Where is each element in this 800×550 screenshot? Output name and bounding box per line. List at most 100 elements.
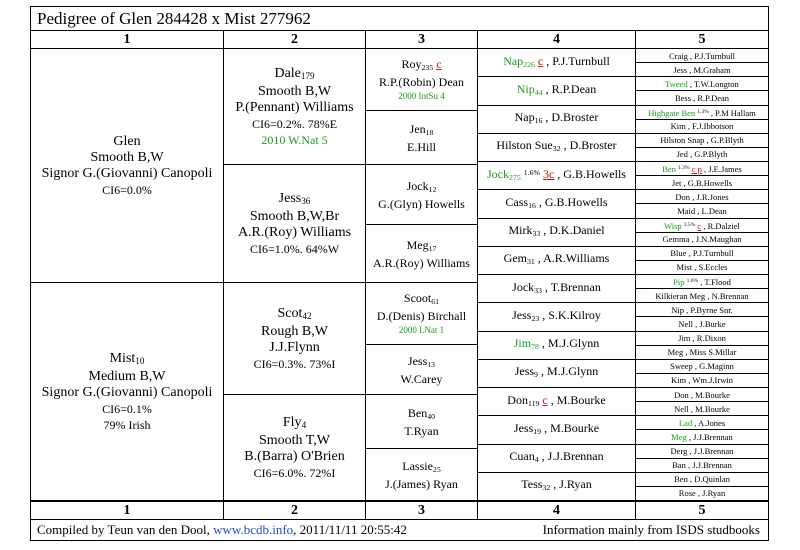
dog-sub: 13 xyxy=(427,359,436,369)
dog-name: Nell xyxy=(674,403,689,414)
dog-owner: G.(Glyn) Howells xyxy=(378,196,465,211)
dog-sub: 78 xyxy=(531,342,539,352)
gen4-entry: Mirk33 , D.K.Daniel xyxy=(478,218,636,247)
gen5-entry: Ban , J.J.Brennan xyxy=(636,459,768,473)
dog-owner: Signor G.(Giovanni) Canopoli xyxy=(41,165,213,181)
gen4-entry: Don119 c , M.Bourke xyxy=(478,388,636,417)
dog-name: Ben xyxy=(407,405,428,420)
gen4-entry: Jock275 1.6% 3c , G.B.Howells xyxy=(478,162,636,191)
gen5-entry: Pip 1.6% , T.Flood xyxy=(636,275,768,290)
gen4-entry: Jim78 , M.J.Glynn xyxy=(478,331,636,360)
page-title: Pedigree of Glen 284428 x Mist 277962 xyxy=(31,7,768,31)
dog-name: Kim xyxy=(670,121,686,132)
gen5-entry: Hilston Snap , G.P.Blyth xyxy=(636,134,768,148)
gen5-entry: Highgate Ben 1.3% , P.M Hallam xyxy=(636,106,768,120)
gen5-entry: Maid , L.Dean xyxy=(636,204,768,219)
dog-owner: , J.E.James xyxy=(703,164,742,175)
dog-owner: , J.Ryan xyxy=(553,477,592,492)
dog-owner: , N.Brennan xyxy=(707,290,749,301)
dog-owner: , J.J.Brennan xyxy=(541,449,604,464)
gen3-jen: Jen18 E.Hill xyxy=(366,111,478,165)
gen5-entry: Rose , J.Ryan xyxy=(636,487,768,501)
gen5-entry: Kim , Wm.J.Irwin xyxy=(636,374,768,388)
dog-name: Meg xyxy=(406,237,429,252)
dog-sub: 4 xyxy=(301,419,307,430)
dog-sub: 235 xyxy=(421,62,434,72)
dog-name: Maid xyxy=(677,205,696,216)
dog-name: Lad xyxy=(678,417,693,428)
dog-owner: , M.J.Glynn xyxy=(541,336,600,351)
dog-sub: 4 xyxy=(534,455,539,465)
gen4-entry: Jess9 , M.J.Glynn xyxy=(478,359,636,388)
dog-award: 2010 W.Nat 5 xyxy=(261,132,328,147)
dog-name: Jock xyxy=(512,279,535,294)
gen4-entry: Nap226 c , P.J.Turnbull xyxy=(478,49,636,78)
dog-name: Jess xyxy=(673,64,688,75)
mark-c: c p xyxy=(691,164,702,175)
dog-owner: , P.J.Turnbull xyxy=(546,53,610,68)
dog-name: Jess xyxy=(513,420,534,435)
gen4-entry: Gem31 , A.R.Williams xyxy=(478,246,636,275)
gen5-entry: Don , M.Bourke xyxy=(636,388,768,403)
gen5-entry: Jed , G.P.Blyth xyxy=(636,148,768,162)
col-footer-4: 4 xyxy=(478,501,636,519)
dog-owner: P.(Pennant) Williams xyxy=(235,99,354,115)
dog-name: Fly xyxy=(282,414,302,430)
dog-owner: , J.Burke xyxy=(695,318,726,329)
dog-name: Nap xyxy=(503,53,524,68)
dog-coat: Medium B,W xyxy=(88,368,166,384)
dog-owner: , S.Eccles xyxy=(694,262,728,273)
dog-owner: T.Ryan xyxy=(404,423,439,438)
dog-name: Jed xyxy=(676,149,688,160)
gen5-entry: Tweed , T.W.Longton xyxy=(636,77,768,92)
dog-name: Don xyxy=(675,191,691,202)
gen4-entry: Jock33 , T.Brennan xyxy=(478,275,636,304)
dog-name: Jock xyxy=(487,167,510,182)
dog-owner: , T.Flood xyxy=(700,277,731,288)
gen5-entry: Meg , J.J.Brennan xyxy=(636,430,768,445)
mark-c: c xyxy=(697,220,702,231)
dog-owner: , M.Bourke xyxy=(550,392,606,407)
dog-owner: , J.N.Maughan xyxy=(691,234,742,245)
dog-owner: , J.J.Brennan xyxy=(689,446,734,457)
dog-name: Pip xyxy=(673,277,685,288)
dog-owner: A.R.(Roy) Williams xyxy=(373,255,470,270)
dog-name: Hilston Snap xyxy=(660,135,705,146)
dog-owner: Signor G.(Giovanni) Canopoli xyxy=(41,384,213,400)
dog-name: Nap xyxy=(514,110,535,125)
dog-owner: , J.Ryan xyxy=(697,488,726,499)
gen3-ben: Ben40 T.Ryan xyxy=(366,395,478,449)
dog-coi: 1.3% xyxy=(697,108,709,115)
site-link[interactable]: www.bcdb.info xyxy=(213,522,294,537)
gen5-entry: Jet , G.B.Howells xyxy=(636,176,768,191)
gen1-dam-mist: Mist10 Medium B,W Signor G.(Giovanni) Ca… xyxy=(31,283,224,501)
dog-owner: , D.Broster xyxy=(545,110,599,125)
dog-name: Craig xyxy=(668,50,688,61)
pedigree-sheet: Pedigree of Glen 284428 x Mist 277962 1 … xyxy=(30,6,769,541)
col-footer-2: 2 xyxy=(224,501,366,519)
dog-owner: , D.Quinlan xyxy=(689,474,730,485)
gen4-entry: Cuan4 , J.J.Brennan xyxy=(478,444,636,473)
dog-owner: , Miss S.Millar xyxy=(685,347,737,358)
dog-name: Tess xyxy=(521,477,543,492)
dog-owner: A.R.(Roy) Williams xyxy=(237,224,352,240)
dog-sub: 25 xyxy=(432,464,441,474)
gen5-entry: Nell , M.Bourke xyxy=(636,402,768,417)
col-footer-5: 5 xyxy=(636,501,768,519)
dog-owner: , L.Dean xyxy=(697,205,727,216)
dog-name: Hilston Sue xyxy=(496,138,553,153)
dog-irish: 79% Irish xyxy=(103,417,151,432)
col-header-3: 3 xyxy=(366,31,478,49)
gen3-lassie: Lassie25 J.(James) Ryan xyxy=(366,449,478,501)
dog-name: Nip xyxy=(671,304,685,315)
dog-owner: , M.J.Glynn xyxy=(540,364,599,379)
dog-coi: 1.6% xyxy=(686,278,699,285)
gen2-jess: Jess36 Smooth B,W,Br A.R.(Roy) Williams … xyxy=(224,165,366,283)
dog-owner: , J.J.Brennan xyxy=(688,431,733,442)
dog-name: Scoot xyxy=(403,290,432,305)
dog-name: Don xyxy=(674,389,689,400)
dog-name: Mist xyxy=(109,350,136,366)
dog-sub: 275 xyxy=(509,173,521,183)
dog-owner: , D.K.Daniel xyxy=(543,223,605,238)
dog-coi: 1.6% xyxy=(523,168,540,178)
